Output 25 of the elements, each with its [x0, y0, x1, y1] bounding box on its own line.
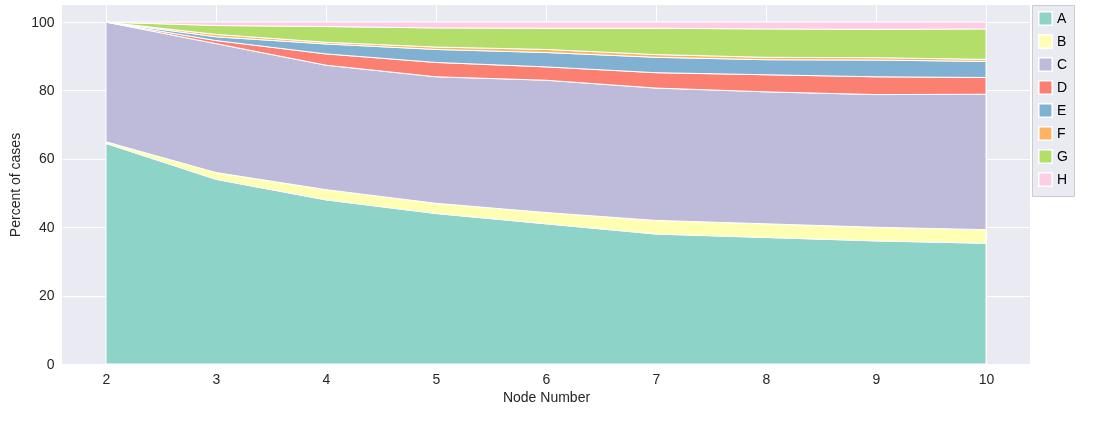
x-tick-label: 2: [102, 370, 111, 387]
y-tick-label: 80: [38, 81, 55, 98]
y-tick-label: 100: [31, 13, 55, 30]
y-tick-label: 20: [38, 287, 55, 304]
legend-label: A: [1057, 9, 1067, 26]
x-tick-label: 3: [212, 370, 221, 387]
y-tick-label: 0: [46, 355, 55, 372]
y-axis-title: Percent of cases: [7, 132, 24, 238]
x-tick-label: 6: [542, 370, 551, 387]
legend-label: D: [1057, 78, 1068, 95]
y-tick-label: 60: [38, 150, 55, 167]
legend-label: C: [1057, 55, 1068, 72]
legend-label: G: [1057, 147, 1068, 164]
y-tick-label: 40: [38, 218, 55, 235]
x-tick-label: 10: [978, 370, 995, 387]
x-tick-label: 8: [762, 370, 771, 387]
x-tick-label: 9: [872, 370, 881, 387]
legend-label: E: [1057, 101, 1067, 118]
x-axis-title: Node Number: [502, 388, 591, 405]
legend-label: B: [1057, 32, 1067, 49]
x-tick-label: 5: [432, 370, 441, 387]
legend-label: H: [1057, 170, 1068, 187]
x-tick-label: 7: [652, 370, 661, 387]
x-tick-label: 4: [322, 370, 331, 387]
legend-label: F: [1057, 124, 1066, 141]
